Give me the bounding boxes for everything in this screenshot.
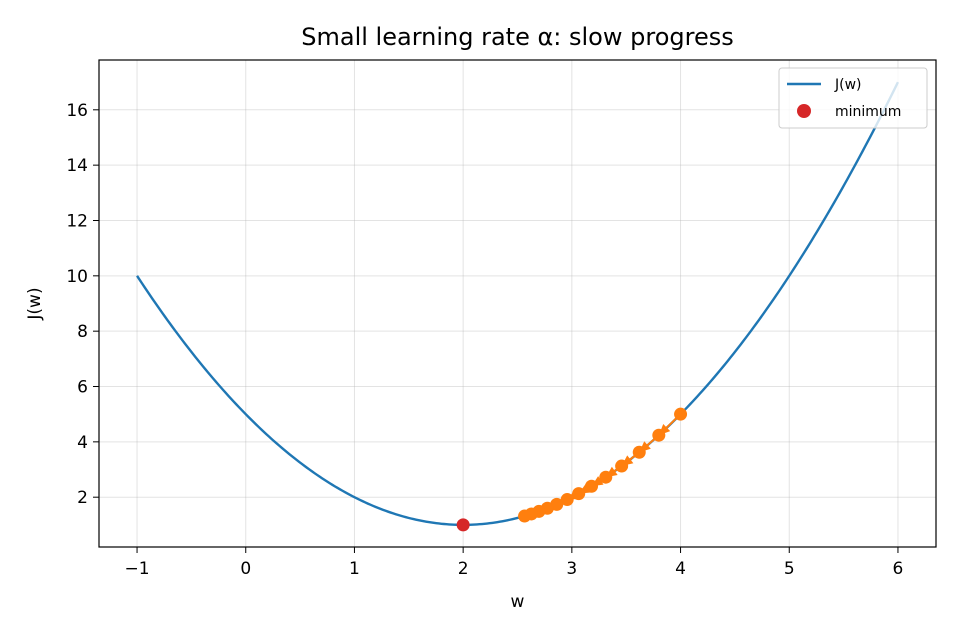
axes-frame xyxy=(98,59,937,548)
grid xyxy=(99,60,936,547)
descent-point xyxy=(652,428,666,442)
y-tick-label: 16 xyxy=(66,101,88,121)
y-tick-label: 12 xyxy=(66,211,88,231)
legend-label-curve: J(w) xyxy=(834,77,862,93)
descent-point xyxy=(585,479,599,493)
descent-point xyxy=(560,493,574,507)
plot-area xyxy=(136,81,900,527)
descent-path xyxy=(518,407,688,523)
x-axis-label: w xyxy=(511,592,525,612)
minimum-layer xyxy=(456,518,470,532)
y-tick-label: 10 xyxy=(66,267,88,287)
y-axis-label: J(w) xyxy=(25,287,45,320)
descent-point xyxy=(615,459,629,473)
legend-marker-swatch xyxy=(797,104,811,118)
y-tick-label: 6 xyxy=(77,378,88,398)
minimum-point xyxy=(456,518,470,532)
descent-point xyxy=(632,445,646,459)
x-tick-label: 0 xyxy=(240,559,251,579)
descent-point xyxy=(674,407,688,421)
x-tick-label: 4 xyxy=(675,559,686,579)
descent-point xyxy=(599,470,613,484)
y-tick-label: 4 xyxy=(77,433,88,453)
x-tick-label: 3 xyxy=(566,559,577,579)
chart-title: Small learning rate α: slow progress xyxy=(301,23,733,51)
x-tick-label: 2 xyxy=(458,559,469,579)
x-tick-label: −1 xyxy=(125,559,150,579)
y-tick-label: 2 xyxy=(77,488,88,508)
y-tick-label: 14 xyxy=(66,156,88,176)
x-tick-label: 5 xyxy=(784,559,795,579)
descent-point xyxy=(572,487,586,501)
legend-label-minimum: minimum xyxy=(835,104,901,120)
cost-curve-line xyxy=(136,81,900,527)
y-tick-label: 8 xyxy=(77,322,88,342)
x-tick-label: 1 xyxy=(349,559,360,579)
descent-point xyxy=(518,509,532,523)
x-tick-label: 6 xyxy=(893,559,904,579)
legend: J(w) minimum xyxy=(778,67,928,129)
